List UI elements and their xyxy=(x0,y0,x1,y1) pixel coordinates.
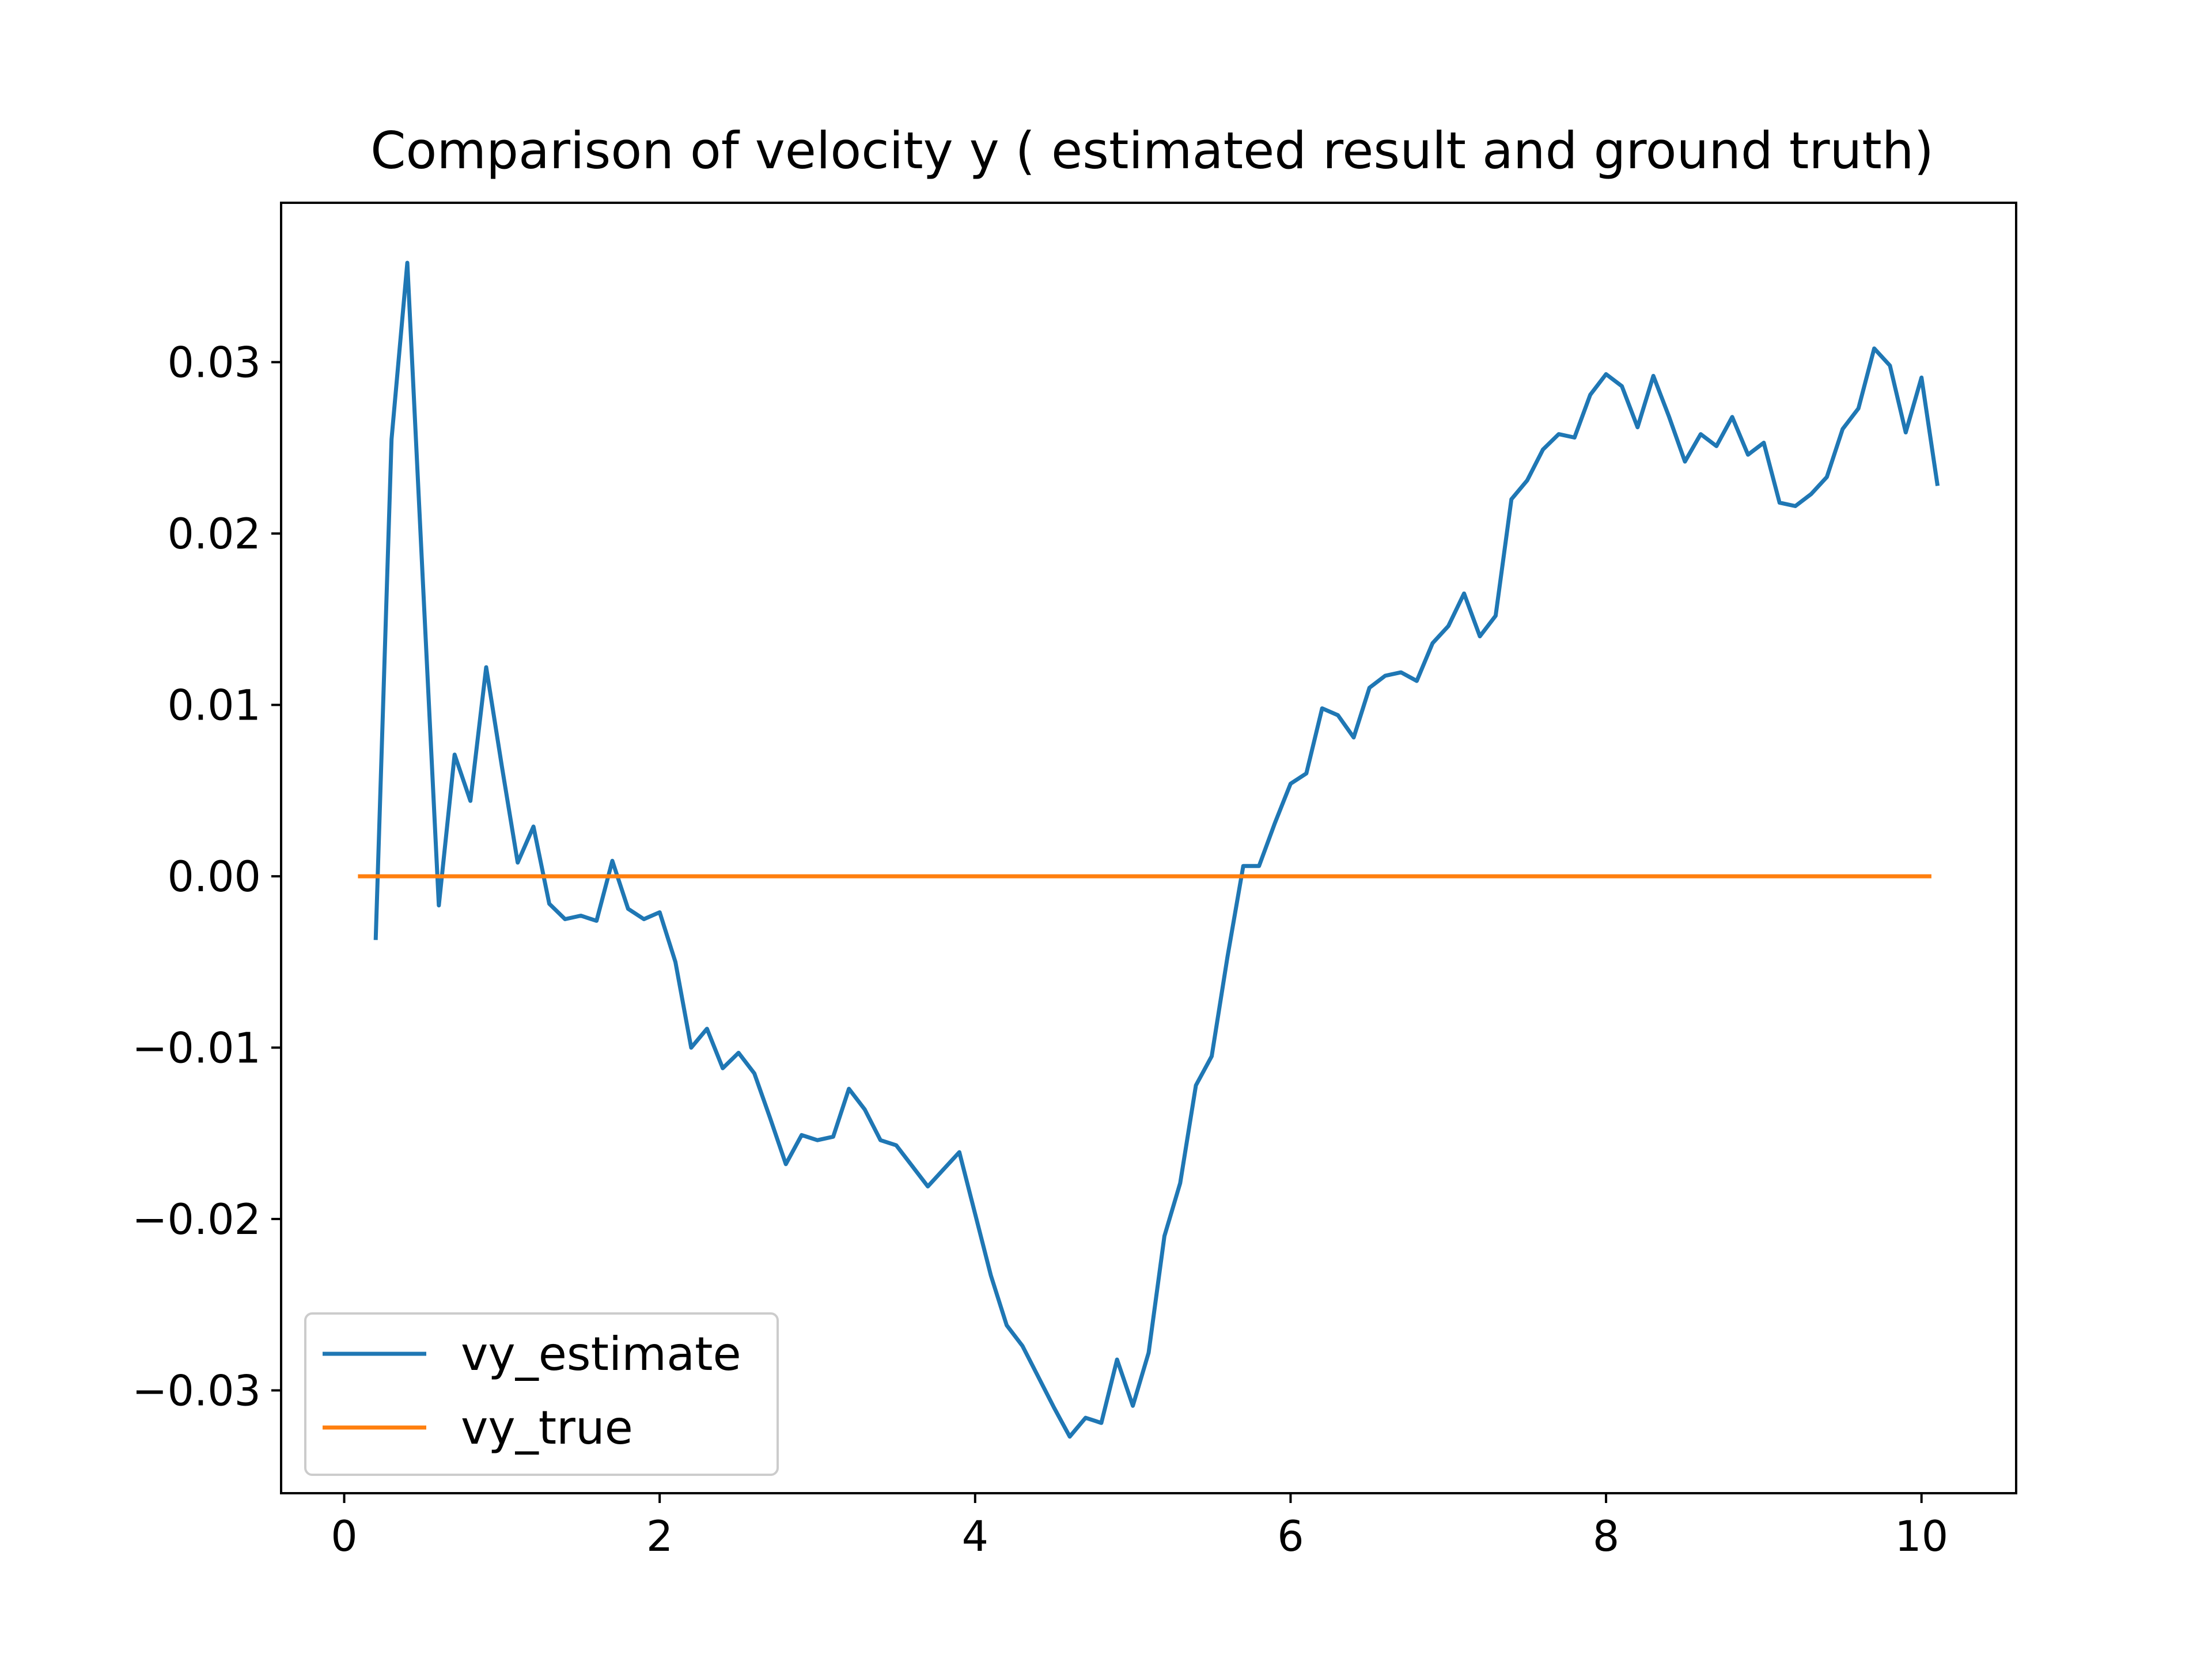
x-tick-label: 8 xyxy=(1593,1512,1619,1561)
x-tick-label: 6 xyxy=(1277,1512,1304,1561)
y-tick-label: 0.03 xyxy=(167,339,261,388)
series-layer xyxy=(358,260,1940,1439)
x-tick-label: 10 xyxy=(1895,1512,1948,1561)
plot-frame xyxy=(280,202,2017,1494)
y-tick-label: −0.03 xyxy=(132,1367,261,1416)
legend-label: vy_estimate xyxy=(461,1327,741,1381)
y-tick-label: −0.01 xyxy=(132,1024,261,1073)
x-axis: 0 2 4 6 8 10 xyxy=(331,1493,1948,1561)
y-tick-label: 0.02 xyxy=(167,510,261,559)
series-line-vy-estimate xyxy=(373,260,1940,1439)
chart-title: Comparison of velocity y ( estimated res… xyxy=(370,121,1934,180)
y-axis: −0.03 −0.02 −0.01 0.00 0.01 0.02 0.03 xyxy=(132,339,281,1416)
x-tick-label: 0 xyxy=(331,1512,357,1561)
y-tick-label: −0.02 xyxy=(132,1195,261,1244)
y-tick-label: 0.00 xyxy=(167,853,261,902)
y-tick-label: 0.01 xyxy=(167,682,261,730)
legend: vy_estimate vy_true xyxy=(304,1312,779,1476)
legend-label: vy_true xyxy=(461,1401,633,1455)
x-tick-label: 2 xyxy=(646,1512,673,1561)
x-tick-label: 4 xyxy=(962,1512,988,1561)
